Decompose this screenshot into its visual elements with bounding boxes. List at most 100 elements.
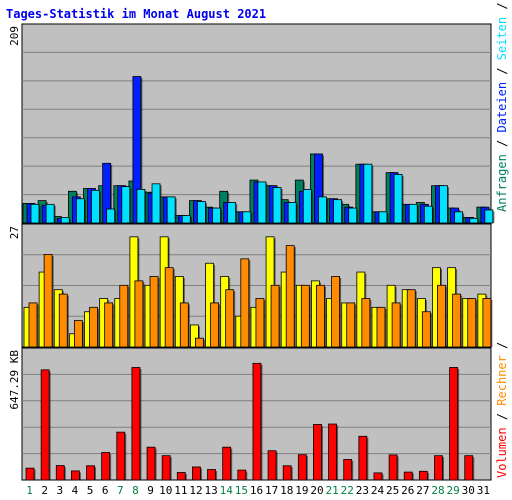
- bar-seiten-day-30: [469, 217, 479, 224]
- bar-rechner-day-16: [255, 298, 265, 348]
- bar-seiten-day-15: [242, 211, 252, 224]
- bar-volumen-day-19: [297, 454, 307, 481]
- bar-volumen-day-1: [25, 467, 35, 481]
- day-label-14: 14: [220, 484, 234, 497]
- bar-rechner-day-31: [482, 298, 492, 348]
- day-label-18: 18: [280, 484, 293, 497]
- bar-seiten-day-29: [454, 211, 464, 224]
- day-label-23: 23: [356, 484, 369, 497]
- bar-seiten-day-24: [378, 211, 388, 224]
- panel-volume: 647.29 KB: [8, 347, 492, 481]
- day-label-7: 7: [117, 484, 124, 497]
- bar-besuche-day-12: [190, 324, 199, 348]
- bar-volumen-day-26: [403, 471, 413, 481]
- bar-seiten-day-25: [393, 174, 403, 224]
- bar-seiten-day-19: [302, 189, 312, 224]
- bar-volumen-day-14: [222, 446, 232, 481]
- bar-rechner-day-2: [43, 254, 53, 348]
- bar-volumen-day-3: [55, 465, 65, 481]
- bar-rechner-day-8: [134, 280, 144, 348]
- panel-visits: 27: [8, 223, 493, 348]
- day-labels: 1 2 3 4 5 6 7 8 9 10 11 12 13 14 15 16 17 18 19 20 21 22 23 24 2…: [26, 484, 490, 497]
- bar-seiten-day-27: [423, 205, 433, 224]
- day-label-13: 13: [204, 484, 217, 497]
- bar-rechner-day-18: [285, 245, 295, 348]
- legend-seiten: Seiten: [495, 17, 509, 60]
- day-label-31: 31: [477, 484, 490, 497]
- bar-rechner-day-4: [73, 320, 83, 348]
- bar-volumen-day-30: [464, 455, 474, 481]
- bar-rechner-day-30: [467, 298, 477, 348]
- legend-separator: /: [495, 60, 509, 82]
- bar-seiten-day-1: [30, 203, 40, 224]
- bar-rechner-day-10: [164, 267, 174, 348]
- day-label-21: 21: [326, 484, 339, 497]
- legend: Anfragen / Dateien / Seiten / Besuche Vol…: [495, 0, 509, 478]
- bar-volumen-day-29: [449, 367, 459, 481]
- bar-seiten-day-18: [287, 202, 297, 224]
- day-label-19: 19: [295, 484, 308, 497]
- legend-separator: /: [495, 133, 509, 155]
- bar-rechner-day-12: [195, 337, 204, 348]
- bar-rechner-day-15: [240, 258, 250, 348]
- bar-volumen-day-4: [70, 470, 80, 481]
- bar-rechner-day-24: [376, 306, 386, 348]
- bar-seiten-day-26: [408, 203, 418, 224]
- bar-rechner-day-20: [316, 284, 325, 348]
- day-label-5: 5: [87, 484, 94, 497]
- bar-seiten-day-4: [75, 198, 85, 224]
- day-label-9: 9: [147, 484, 154, 497]
- bar-volumen-day-8: [131, 367, 141, 481]
- bar-volumen-day-18: [282, 465, 292, 481]
- bar-volumen-day-12: [192, 466, 201, 481]
- bar-volumen-day-5: [86, 465, 95, 481]
- legend-anfragen: Anfragen: [495, 154, 509, 212]
- panel-volume-ymax-label: 647.29 KB: [8, 350, 21, 410]
- legend-separator: /: [495, 0, 509, 17]
- bar-volumen-day-25: [388, 454, 398, 481]
- bar-seiten-day-22: [348, 207, 358, 224]
- chart-panels: 209 27 647.29 KB: [8, 23, 495, 481]
- bar-seiten-day-7: [121, 186, 131, 224]
- day-label-27: 27: [416, 484, 429, 497]
- bar-volumen-day-28: [434, 455, 443, 481]
- bar-seiten-day-28: [439, 185, 448, 224]
- bar-rechner-day-13: [210, 302, 219, 348]
- panel-requests-ymax-label: 209: [8, 26, 21, 46]
- bar-seiten-day-9: [151, 183, 161, 224]
- bar-rechner-day-21: [331, 276, 340, 348]
- legend-rechner: Rechner: [495, 355, 509, 406]
- series-volumen: [25, 362, 475, 481]
- day-label-10: 10: [159, 484, 172, 497]
- bar-volumen-day-17: [267, 450, 277, 481]
- bar-volumen-day-2: [40, 369, 50, 481]
- bar-seiten-day-31: [484, 209, 494, 224]
- bar-volumen-day-27: [418, 470, 428, 481]
- bar-volumen-day-24: [373, 472, 383, 481]
- bar-rechner-day-9: [149, 276, 159, 348]
- bar-seiten-day-14: [227, 202, 237, 224]
- bar-seiten-day-17: [272, 187, 282, 224]
- day-label-11: 11: [174, 484, 187, 497]
- day-label-3: 3: [57, 484, 64, 497]
- bar-seiten-day-16: [257, 181, 267, 224]
- bar-rechner-day-27: [421, 311, 431, 348]
- panel-visits-ymax-label: 27: [8, 226, 21, 239]
- bar-rechner-day-5: [89, 306, 98, 348]
- day-label-6: 6: [102, 484, 109, 497]
- day-label-22: 22: [341, 484, 354, 497]
- bar-seiten-day-10: [166, 196, 176, 224]
- day-label-12: 12: [189, 484, 202, 497]
- bar-seiten-day-11: [181, 215, 191, 224]
- bar-seiten-day-13: [212, 207, 221, 224]
- bar-rechner-day-7: [119, 284, 129, 348]
- bar-rechner-day-29: [452, 293, 462, 348]
- bar-rechner-day-17: [270, 284, 280, 348]
- panel-requests: 209: [8, 23, 495, 224]
- bar-volumen-day-23: [358, 435, 368, 481]
- legend-separator: /: [495, 406, 509, 428]
- day-label-30: 30: [462, 484, 475, 497]
- day-label-2: 2: [41, 484, 48, 497]
